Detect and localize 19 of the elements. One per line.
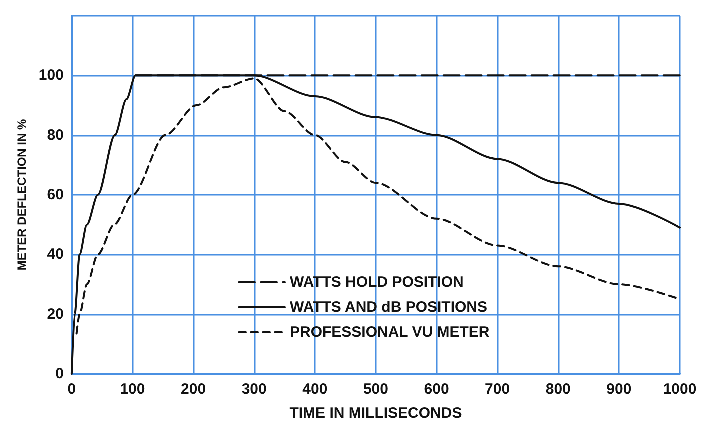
- y-tick-label: 20: [47, 306, 64, 323]
- y-tick-label: 0: [56, 366, 64, 382]
- x-tick-label: 500: [363, 381, 388, 398]
- x-tick-label: 700: [485, 381, 510, 398]
- x-tick-label: 100: [120, 381, 146, 398]
- x-tick-label: 800: [546, 381, 571, 398]
- x-tick-label: 1000: [663, 381, 697, 398]
- x-axis-title: TIME IN MILLISECONDS: [290, 405, 462, 422]
- y-tick-label: 60: [47, 186, 64, 204]
- x-tick-label: 900: [606, 381, 632, 398]
- x-tick-label: 400: [302, 381, 328, 398]
- y-axis-title: METER DEFLECTION IN %: [15, 119, 29, 271]
- x-tick-label: 0: [68, 381, 76, 398]
- x-tick-label: 300: [242, 381, 267, 398]
- y-tick-label: 100: [38, 67, 64, 84]
- y-tick-label: 80: [47, 126, 64, 144]
- x-tick-label: 200: [181, 381, 206, 398]
- y-tick-label: 40: [47, 246, 64, 264]
- x-tick-label: 600: [424, 381, 450, 398]
